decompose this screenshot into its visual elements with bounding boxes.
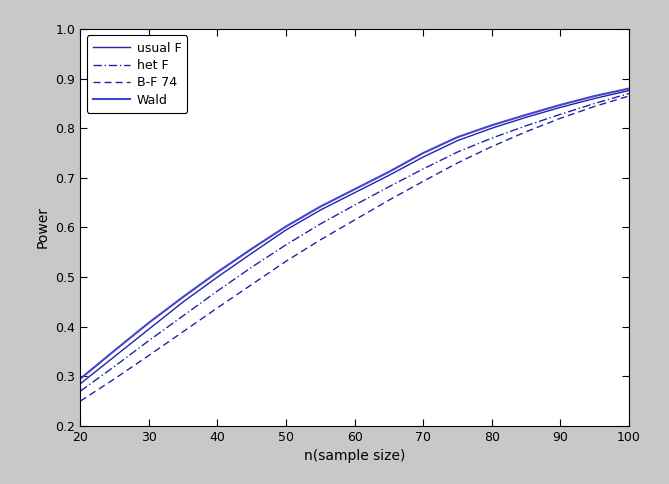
Wald bbox=[213, 269, 221, 275]
usual F bbox=[76, 381, 84, 387]
B-F 74 bbox=[591, 104, 599, 109]
Line: B-F 74: B-F 74 bbox=[80, 96, 629, 401]
B-F 74 bbox=[488, 144, 496, 150]
Wald bbox=[110, 348, 118, 353]
usual F bbox=[213, 274, 221, 280]
het F bbox=[248, 264, 256, 270]
usual F bbox=[351, 190, 359, 196]
usual F bbox=[557, 105, 565, 110]
Wald bbox=[419, 150, 427, 156]
het F bbox=[557, 111, 565, 117]
B-F 74 bbox=[145, 352, 153, 358]
het F bbox=[591, 101, 599, 106]
usual F bbox=[385, 172, 393, 178]
Wald bbox=[316, 204, 324, 210]
Wald bbox=[385, 169, 393, 175]
usual F bbox=[419, 154, 427, 160]
usual F bbox=[591, 95, 599, 101]
Wald bbox=[488, 122, 496, 128]
Wald bbox=[145, 320, 153, 326]
het F bbox=[282, 242, 290, 248]
B-F 74 bbox=[248, 282, 256, 287]
usual F bbox=[522, 114, 530, 120]
usual F bbox=[145, 326, 153, 332]
X-axis label: n(sample size): n(sample size) bbox=[304, 449, 405, 463]
usual F bbox=[282, 227, 290, 233]
het F bbox=[488, 135, 496, 141]
usual F bbox=[488, 125, 496, 131]
Wald bbox=[248, 246, 256, 252]
Wald bbox=[522, 112, 530, 118]
Wald bbox=[454, 134, 462, 140]
het F bbox=[351, 202, 359, 208]
B-F 74 bbox=[351, 217, 359, 223]
usual F bbox=[110, 353, 118, 359]
Wald bbox=[351, 186, 359, 192]
het F bbox=[385, 184, 393, 190]
usual F bbox=[625, 88, 633, 93]
Y-axis label: Power: Power bbox=[36, 207, 50, 248]
het F bbox=[522, 123, 530, 129]
het F bbox=[454, 149, 462, 155]
B-F 74 bbox=[454, 160, 462, 166]
Wald bbox=[557, 102, 565, 108]
Line: usual F: usual F bbox=[80, 91, 629, 384]
B-F 74 bbox=[557, 115, 565, 121]
het F bbox=[179, 313, 187, 318]
usual F bbox=[316, 207, 324, 213]
Wald bbox=[76, 376, 84, 382]
B-F 74 bbox=[213, 305, 221, 311]
Wald bbox=[282, 224, 290, 229]
B-F 74 bbox=[316, 237, 324, 243]
Wald bbox=[591, 93, 599, 99]
het F bbox=[76, 388, 84, 394]
B-F 74 bbox=[110, 376, 118, 382]
B-F 74 bbox=[625, 93, 633, 99]
usual F bbox=[454, 138, 462, 144]
usual F bbox=[248, 250, 256, 256]
het F bbox=[625, 91, 633, 96]
Wald bbox=[179, 294, 187, 300]
Wald bbox=[625, 86, 633, 91]
B-F 74 bbox=[179, 329, 187, 334]
het F bbox=[316, 221, 324, 227]
Legend: usual F, het F, B-F 74, Wald: usual F, het F, B-F 74, Wald bbox=[86, 35, 187, 113]
het F bbox=[110, 363, 118, 369]
het F bbox=[419, 166, 427, 172]
B-F 74 bbox=[282, 258, 290, 264]
Line: Wald: Wald bbox=[80, 89, 629, 379]
het F bbox=[213, 288, 221, 294]
B-F 74 bbox=[419, 179, 427, 184]
B-F 74 bbox=[522, 129, 530, 135]
het F bbox=[145, 338, 153, 344]
B-F 74 bbox=[76, 398, 84, 404]
usual F bbox=[179, 299, 187, 305]
B-F 74 bbox=[385, 197, 393, 203]
Line: het F: het F bbox=[80, 93, 629, 391]
